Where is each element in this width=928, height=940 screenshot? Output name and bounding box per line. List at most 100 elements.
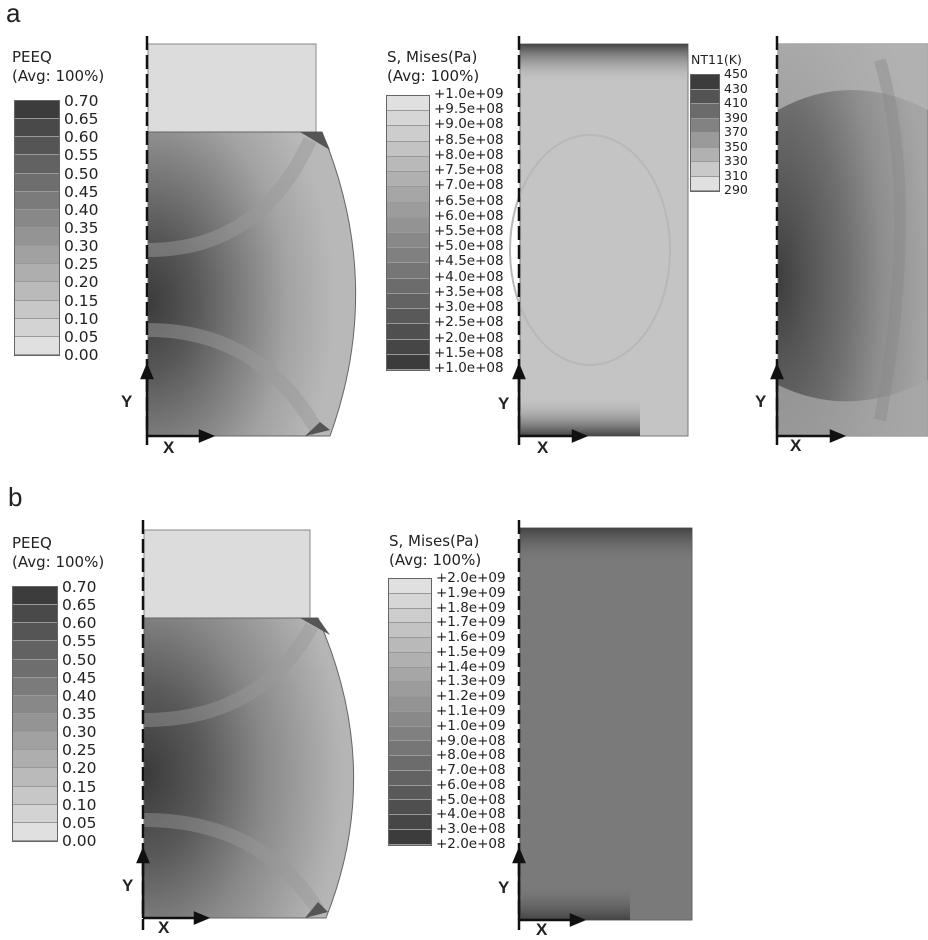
colorbar-band	[15, 209, 59, 228]
colorbar-band	[15, 191, 59, 210]
colorbar-tick-label: +1.1e+09	[436, 703, 506, 719]
x-axis-label-b2: X	[536, 920, 548, 939]
colorbar-band	[389, 608, 431, 624]
colorbar-tick-label: 0.15	[64, 291, 99, 310]
colorbar-tick-label: 0.05	[64, 327, 99, 346]
colorbar-tick-label: 0.20	[64, 273, 99, 292]
colorbar-tick-label: +9.0e+08	[436, 732, 506, 749]
colorbar-band	[389, 593, 431, 609]
colorbar-band	[691, 104, 719, 119]
colorbar-tick-label: 0.35	[64, 219, 99, 237]
colorbar-band	[387, 324, 429, 340]
colorbar-tick-label: 0.60	[64, 128, 99, 147]
panel-label-a: a	[6, 0, 21, 28]
colorbar-tick-label: +1.9e+09	[436, 584, 506, 601]
colorbar-tick-label: +2.0e+09	[436, 570, 506, 586]
colorbar-band	[387, 339, 429, 355]
colorbar-band	[389, 830, 431, 845]
colorbar-tick-label: 430	[724, 80, 748, 96]
colorbar-tick-label: 0.35	[62, 705, 97, 723]
colorbar-tick-label: 0.25	[62, 741, 97, 760]
colorbar-band	[387, 293, 429, 310]
x-axis-label-b1: X	[158, 918, 170, 937]
colorbar-band	[387, 263, 429, 279]
colorbar-band	[15, 318, 59, 337]
colorbar-band	[13, 587, 57, 606]
colorbar-tick-label: +5.5e+08	[434, 223, 504, 239]
colorbar-band	[389, 785, 431, 801]
colorbar-tick-label: +1.0e+09	[434, 86, 504, 102]
colorbar-tick-label: +1.0e+08	[434, 360, 504, 376]
colorbar-band	[389, 682, 431, 698]
colorbar-tick-label: +4.0e+08	[436, 806, 506, 823]
colorbar-tick-label: 450	[724, 66, 748, 81]
y-axis-label-a3: Y	[755, 392, 767, 411]
colorbar-tick-label: +2.0e+08	[434, 329, 504, 346]
colorbar-band	[389, 579, 431, 594]
y-axis-label-a1: Y	[121, 392, 133, 411]
peeq-contour-b	[143, 529, 355, 919]
colorbar-tick-label: 0.65	[62, 596, 97, 615]
colorbar-mises-a	[386, 95, 430, 371]
colorbar-tick-label: +1.2e+09	[436, 688, 506, 705]
colorbar-band	[15, 300, 59, 319]
colorbar-band	[15, 336, 59, 355]
colorbar-band	[691, 147, 719, 162]
colorbar-band	[13, 605, 57, 624]
colorbar-tick-label: 350	[724, 138, 748, 154]
colorbar-band	[389, 711, 431, 727]
legend-title-peeq-a: PEEQ (Avg: 100%)	[12, 48, 105, 85]
x-axis-label-a2: X	[537, 438, 549, 457]
colorbar-tick-label: +1.8e+09	[436, 599, 506, 616]
colorbar-band	[15, 173, 59, 192]
colorbar-tick-label: +1.6e+09	[436, 629, 506, 646]
colorbar-tick-label: +4.0e+08	[434, 268, 504, 285]
colorbar-tick-label: 0.30	[64, 237, 99, 256]
colorbar-band	[15, 246, 59, 265]
colorbar-tick-label: +8.5e+08	[434, 131, 504, 148]
colorbar-band	[15, 101, 59, 120]
colorbar-band	[691, 89, 719, 104]
colorbar-band	[13, 695, 57, 714]
colorbar-tick-label: 0.30	[62, 723, 97, 742]
colorbar-band	[13, 713, 57, 733]
panel-label-b: b	[8, 482, 23, 512]
colorbar-band	[387, 141, 429, 157]
colorbar-band	[389, 756, 431, 771]
colorbar-tick-label: 0.20	[62, 759, 97, 778]
colorbar-band	[15, 137, 59, 156]
colorbar-tick-label: +1.5e+09	[436, 643, 506, 660]
colorbar-tick-label: +8.0e+08	[436, 747, 506, 764]
colorbar-band	[13, 623, 57, 642]
colorbar-band	[387, 96, 429, 112]
colorbar-band	[387, 187, 429, 203]
colorbar-tick-label: +2.0e+08	[436, 836, 506, 852]
colorbar-band	[389, 638, 431, 653]
colorbar-tick-label: 290	[724, 182, 748, 197]
colorbar-tick-label: 0.55	[62, 632, 97, 651]
colorbar-band	[387, 248, 429, 264]
colorbar-tick-label: 0.65	[64, 110, 99, 129]
legend-title-mises-a: S, Mises(Pa) (Avg: 100%)	[387, 48, 480, 85]
colorbar-tick-label: +8.0e+08	[434, 146, 504, 163]
colorbar-tick-label: +9.5e+08	[434, 101, 504, 118]
colorbar-tick-label: +5.0e+08	[434, 238, 504, 255]
colorbar-tick-label: 310	[724, 167, 748, 183]
colorbar-band	[387, 232, 429, 249]
mises-contour-a	[509, 43, 689, 437]
y-axis-label-a2: Y	[498, 394, 510, 413]
colorbar-tick-label: 0.10	[62, 795, 97, 814]
colorbar-tick-label: 0.70	[64, 92, 99, 110]
colorbar-tick-label: 0.15	[62, 777, 97, 796]
colorbar-tick-label: +3.0e+08	[434, 299, 504, 316]
colorbar-tick-label: +5.0e+08	[436, 791, 506, 808]
colorbar-band	[389, 770, 431, 786]
colorbar-band	[389, 697, 431, 712]
colorbar-tick-label: 0.45	[64, 182, 99, 201]
colorbar-tick-label: 0.55	[64, 146, 99, 165]
colorbar-mises-b	[388, 578, 432, 846]
colorbar-tick-label: 0.60	[62, 614, 97, 633]
colorbar-band	[13, 768, 57, 787]
colorbar-band	[387, 156, 429, 173]
